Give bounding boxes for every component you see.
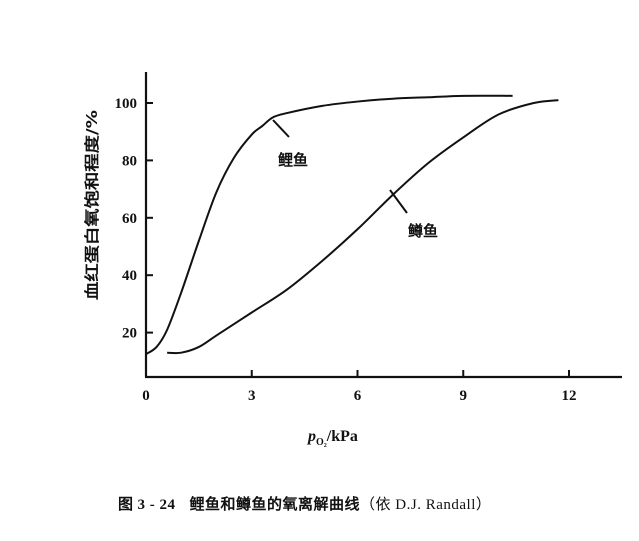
trout-curve (167, 99, 559, 355)
y-tick-label: 100 (115, 96, 138, 112)
x-tick-label: 6 (354, 388, 362, 404)
carp-label: 鲤鱼 (277, 151, 308, 169)
y-tick-label: 80 (122, 153, 137, 169)
caption-source: （依 D.J. Randall） (360, 497, 492, 513)
y-tick-label: 40 (122, 268, 137, 284)
x-tick-label: 12 (562, 388, 577, 404)
y-tick-label: 20 (122, 326, 137, 342)
trout-leader-line (389, 189, 408, 214)
y-axis-label: 血红蛋白氧饱和程度/% (83, 110, 101, 300)
y-ticks: 20 40 60 80 100 (115, 96, 153, 342)
x-ticks: 0 3 6 9 12 (142, 370, 577, 404)
trout-label: 鳟鱼 (407, 222, 438, 240)
x-tick-label: 9 (460, 388, 468, 404)
caption-number: 3 - 24 (137, 497, 176, 513)
y-tick-label: 60 (122, 211, 137, 227)
carp-curve (145, 94, 513, 355)
caption-prefix: 图 (118, 495, 134, 513)
carp-leader-line (272, 119, 290, 138)
x-axis-label: pO₂/kPa (306, 428, 358, 448)
caption-text: 鲤鱼和鳟鱼的氧离解曲线 (189, 495, 361, 513)
x-tick-label: 0 (142, 388, 150, 404)
x-tick-label: 3 (248, 388, 256, 404)
